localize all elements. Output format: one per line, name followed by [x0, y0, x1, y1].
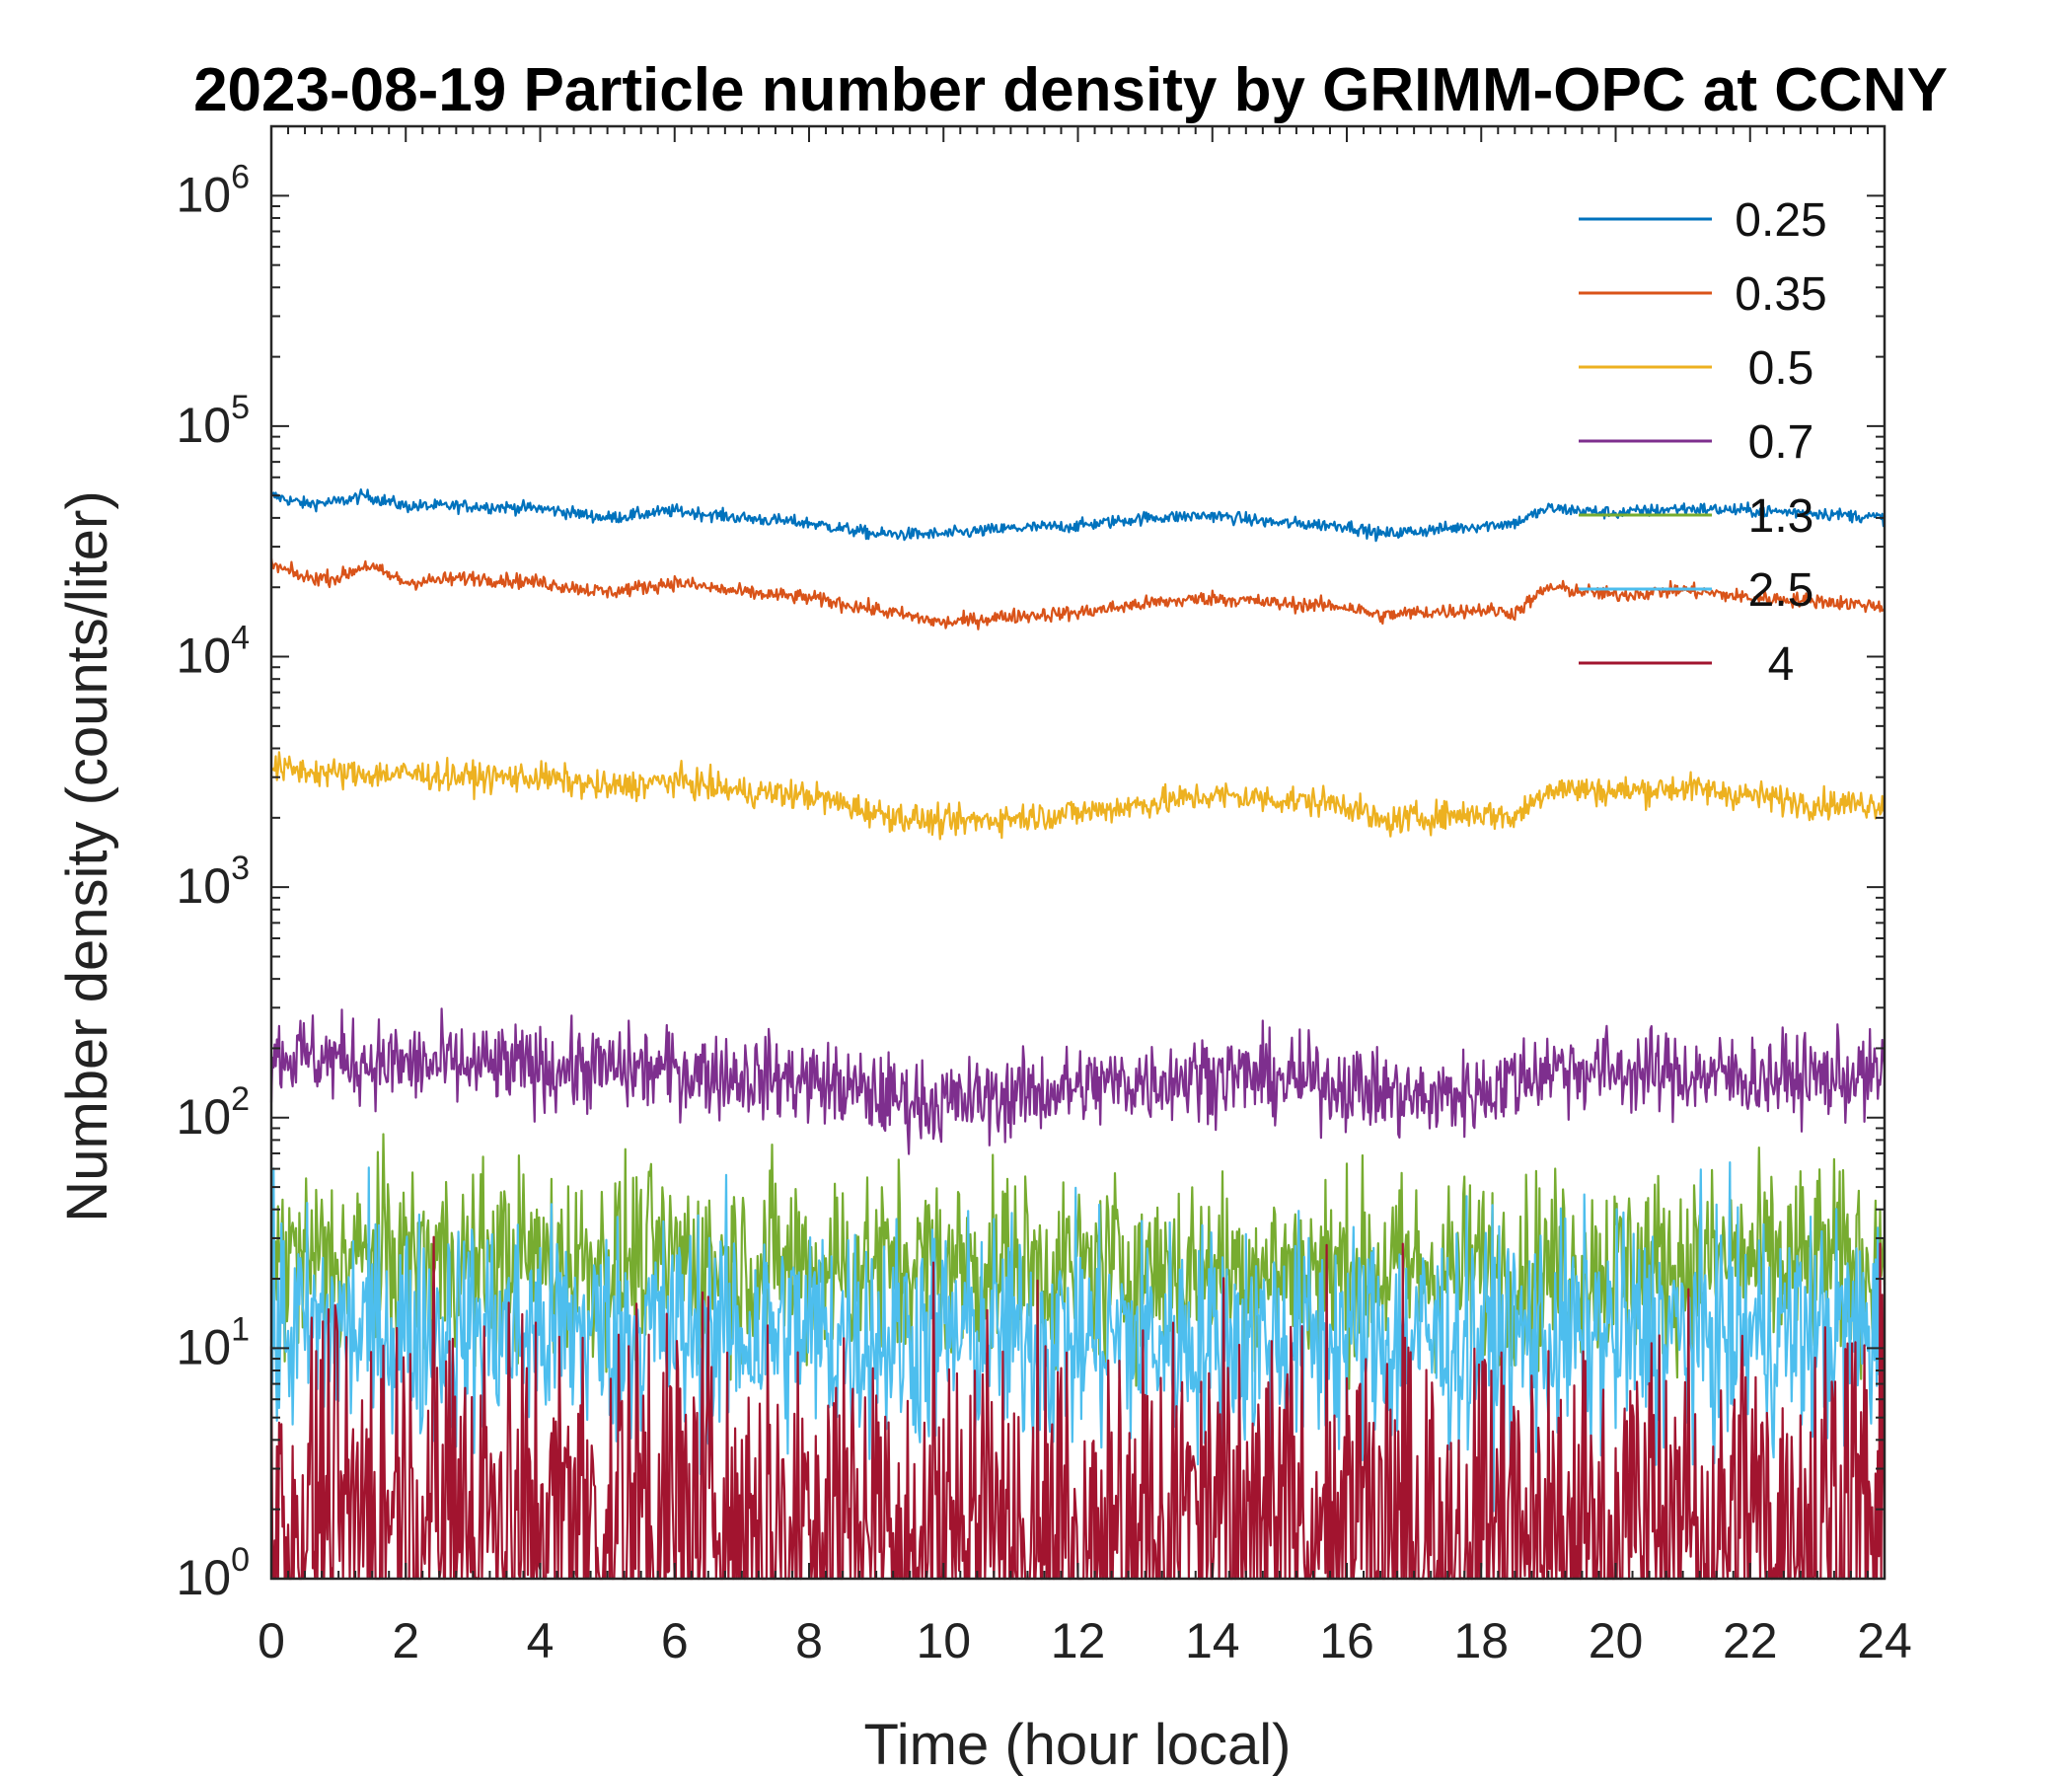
- y-tick-label: 100: [176, 1541, 250, 1605]
- legend-label-1.3: 1.3: [1748, 490, 1814, 543]
- x-tick-label: 10: [916, 1613, 971, 1668]
- x-tick-label: 14: [1185, 1613, 1240, 1668]
- x-tick-label: 16: [1319, 1613, 1374, 1668]
- legend-label-0.5: 0.5: [1748, 342, 1814, 395]
- legend-label-0.7: 0.7: [1748, 416, 1814, 469]
- y-tick-label: 104: [176, 620, 250, 684]
- x-tick-label: 8: [795, 1613, 823, 1668]
- y-axis-label: Number density (counts/liter): [55, 490, 119, 1221]
- legend: 0.25 0.35 0.5 0.7 1.3 2.5 4: [1579, 194, 1827, 691]
- x-tick-label: 12: [1051, 1613, 1106, 1668]
- legend-label-0.25: 0.25: [1735, 194, 1826, 247]
- y-tick-label: 106: [176, 158, 250, 222]
- y-tick-label: 105: [176, 389, 250, 453]
- x-tick-label: 2: [392, 1613, 419, 1668]
- y-tick-label: 101: [176, 1310, 250, 1374]
- x-tick-label: 4: [527, 1613, 555, 1668]
- legend-label-4: 4: [1768, 638, 1795, 691]
- x-tick-label: 0: [258, 1613, 285, 1668]
- series-line-0.7: [269, 1007, 1887, 1155]
- legend-label-0.35: 0.35: [1735, 268, 1826, 321]
- series-layer: [269, 488, 1887, 1581]
- x-tick-label: 20: [1589, 1613, 1644, 1668]
- series-line-2.5: [269, 1161, 1887, 1513]
- chart-title: 2023-08-19 Particle number density by GR…: [193, 56, 1948, 124]
- x-tick-label: 22: [1723, 1613, 1778, 1668]
- x-tick-label: 24: [1857, 1613, 1912, 1668]
- x-axis-label: Time (hour local): [864, 1713, 1292, 1776]
- x-tick-label: 6: [661, 1613, 689, 1668]
- y-tick-label: 103: [176, 850, 250, 914]
- legend-label-2.5: 2.5: [1748, 564, 1814, 617]
- series-line-0.25: [270, 488, 1887, 543]
- axes-layer: 0 2 4 6 8 10 12 14 16 18 20 22 241001011021031041051…: [176, 124, 1912, 1668]
- x-tick-label: 18: [1453, 1613, 1509, 1668]
- y-tick-label: 102: [176, 1080, 250, 1145]
- series-line-0.5: [271, 751, 1887, 841]
